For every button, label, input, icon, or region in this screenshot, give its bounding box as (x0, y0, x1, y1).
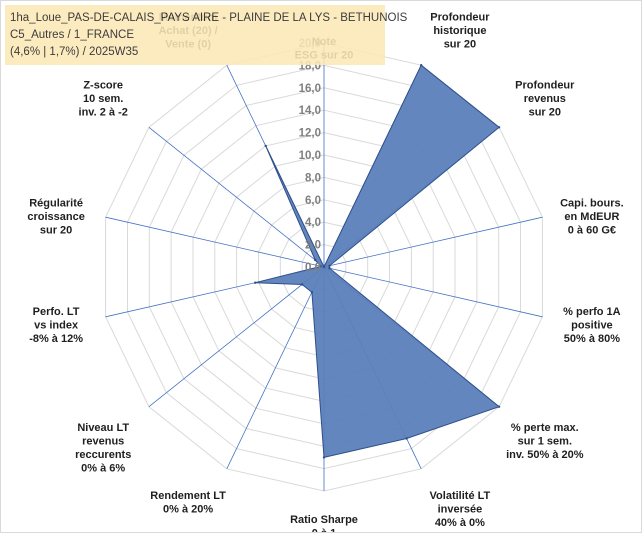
axis-label: Profondeur revenus sur 20 (515, 79, 575, 118)
axis-label-line: revenus (524, 93, 566, 105)
axis-label-line: Ratio Sharpe (290, 514, 358, 526)
data-point (264, 144, 267, 148)
tick-label: 6,0 (305, 195, 321, 207)
data-point (405, 437, 408, 440)
axis-label-line: Niveau LT (77, 422, 129, 434)
axis-label-line: 0% à 20% (163, 503, 213, 515)
axis-label: Niveau LT revenus reccurents 0% à 6% (75, 422, 131, 475)
axis-label-line: Volatilité LT (430, 490, 491, 502)
info-title: 1ha_Loue_PAS-DE-CALAIS_PAYS AIRE - PLAIN… (10, 12, 408, 24)
axis-label-line: 0 à 1 (312, 528, 336, 533)
tick-label: 2,0 (305, 240, 321, 252)
data-point (310, 291, 314, 294)
axis-label-line: Rendement LT (150, 490, 226, 502)
axis-label-line: historique (433, 25, 486, 37)
data-point (420, 63, 423, 67)
info-box: 1ha_Loue_PAS-DE-CALAIS_PAYS AIRE - PLAIN… (5, 5, 408, 65)
axis-label: Rendement LT 0% à 20% (150, 490, 226, 516)
axis-spoke (323, 266, 543, 318)
data-point (497, 405, 501, 408)
axis-spoke (148, 126, 325, 268)
axis-spoke (323, 216, 543, 268)
info-stats: (4,6% | 1,7%) / 2025W35 (10, 46, 139, 58)
axis-label-line: 10 sem. (83, 93, 123, 105)
axis-label-line: % perte max. (511, 422, 579, 434)
data-point (322, 456, 326, 459)
data-point (314, 258, 317, 262)
tick-label: 10,0 (299, 150, 321, 162)
axis-label-line: inv. 50% à 20% (506, 449, 584, 461)
data-point (328, 267, 331, 270)
data-point (319, 265, 322, 268)
axis-label-line: positive (571, 320, 613, 332)
axis-label: Ratio Sharpe 0 à 1 (290, 514, 358, 532)
data-point (300, 283, 304, 286)
axis-label-line: 0 à 60 G€ (568, 225, 616, 237)
axis-label-line: 40% à 0% (435, 517, 485, 529)
axis-label-line: -8% à 12% (29, 333, 83, 345)
axis-label-line: vs index (34, 320, 79, 332)
axis-label-line: Z-score (83, 79, 123, 91)
axis-spoke (148, 266, 325, 408)
axis-label: Régularité croissance sur 20 (27, 198, 84, 237)
data-area (255, 64, 501, 459)
axis-label-line: % perfo 1A (563, 306, 621, 318)
axis-label-line: Capi. bours. (560, 198, 624, 210)
info-category: C5_Autres / 1_FRANCE (10, 29, 134, 41)
tick-label: 12,0 (299, 128, 321, 140)
axis-label: Z-score 10 sem. inv. 2 à -2 (79, 79, 128, 118)
axis-label-line: revenus (82, 436, 124, 448)
data-point (328, 264, 331, 267)
axis-label-line: sur 1 sem. (518, 436, 572, 448)
axis-label-line: Profondeur (430, 12, 490, 24)
data-point (322, 265, 326, 269)
axis-label-line: sur 20 (444, 39, 476, 51)
axis-label-line: inversée (438, 503, 483, 515)
axis-spoke (226, 266, 325, 469)
axis-label: % perte max. sur 1 sem. inv. 50% à 20% (506, 422, 584, 461)
axis-label: Volatilité LT inversée 40% à 0% (430, 490, 491, 529)
tick-label: 16,0 (299, 83, 321, 95)
axis-label-line: 50% à 80% (564, 333, 620, 345)
axis-label-line: reccurents (75, 449, 131, 461)
axis-label-line: inv. 2 à -2 (79, 106, 128, 118)
tick-label: 8,0 (305, 172, 321, 184)
axis-label-line: croissance (27, 211, 84, 223)
axis-label-line: sur 20 (529, 106, 561, 118)
tick-label: 0,0 (305, 262, 321, 274)
axis-label: Profondeur historique sur 20 (430, 12, 490, 51)
tick-label: 4,0 (305, 217, 321, 229)
axis-label-line: en MdEUR (564, 211, 619, 223)
axis-label: % perfo 1A positive 50% à 80% (563, 306, 621, 345)
tick-label: 14,0 (299, 105, 321, 117)
axis-label-line: 0% à 6% (81, 463, 125, 475)
axis-label-line: Profondeur (515, 79, 575, 91)
axis-label: Capi. bours. en MdEUR 0 à 60 G€ (560, 198, 624, 237)
axis-label: Perfo. LT vs index -8% à 12% (29, 306, 83, 345)
axis-label-line: Régularité (29, 198, 83, 210)
axis-label-line: Perfo. LT (33, 306, 80, 318)
axis-spoke (105, 216, 325, 268)
data-point (254, 281, 257, 284)
axis-label-line: sur 20 (40, 225, 72, 237)
data-point (497, 126, 501, 129)
